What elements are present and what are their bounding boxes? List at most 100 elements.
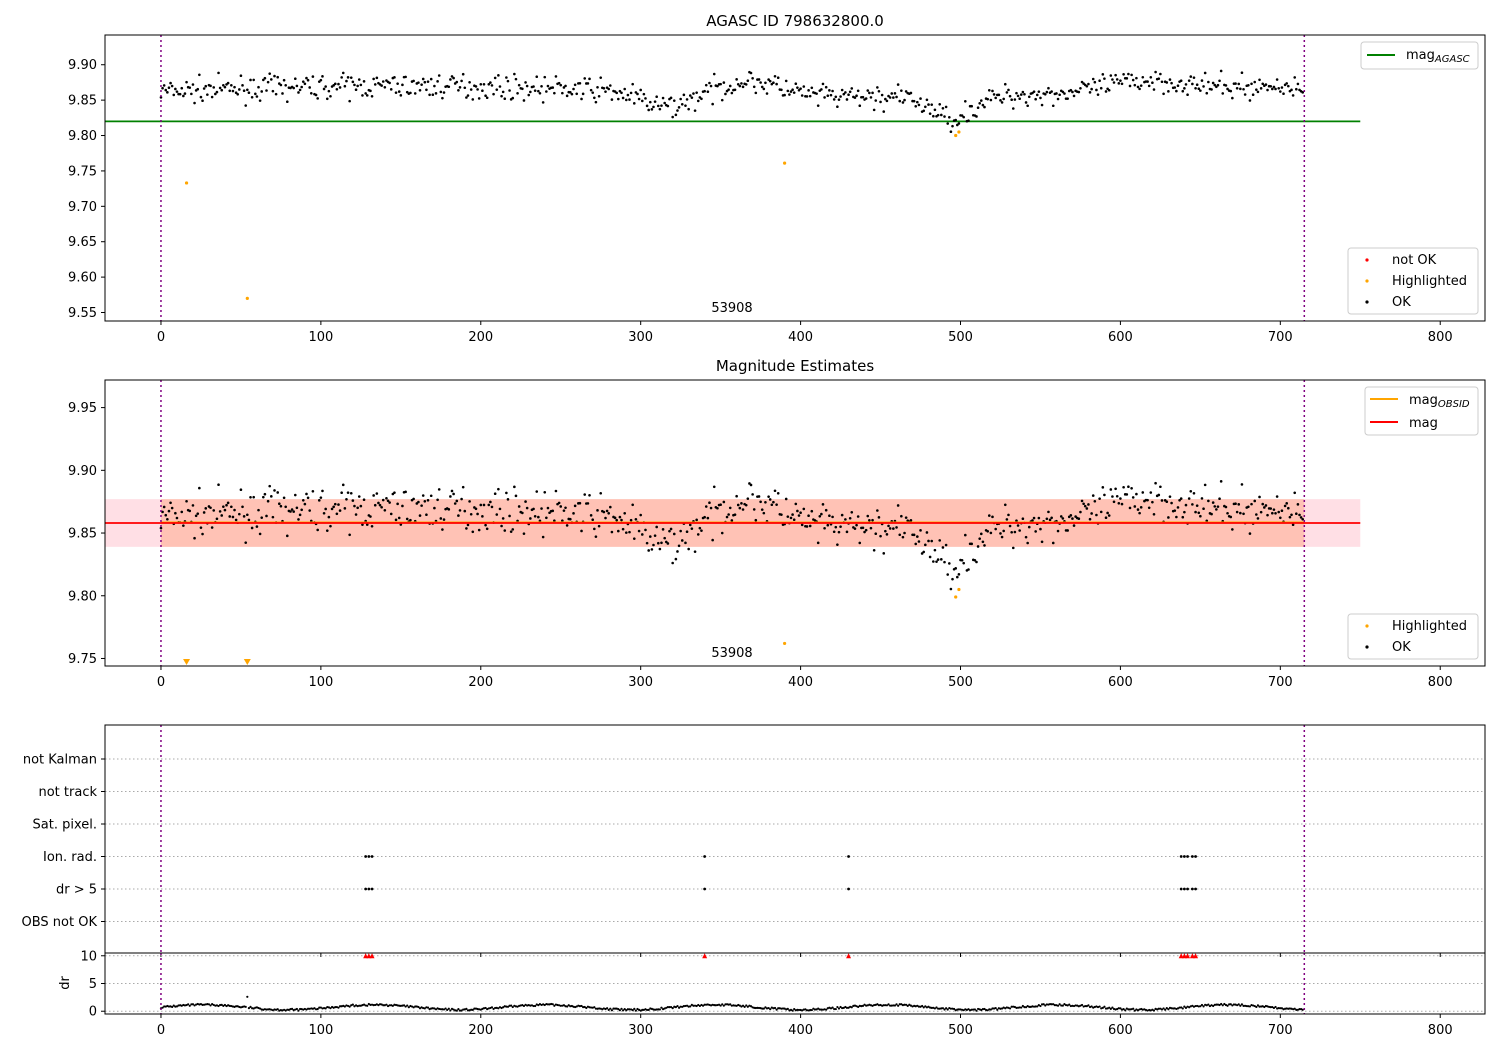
ok-point <box>938 539 942 542</box>
dr-point <box>1152 1009 1156 1012</box>
panel-estimates-legend-lines: magOBSID mag <box>1364 386 1479 436</box>
ok-point <box>762 511 766 515</box>
ok-point <box>359 83 363 87</box>
ok-point <box>1015 91 1018 95</box>
ok-point <box>696 533 700 536</box>
ok-point <box>230 83 233 87</box>
ok-point <box>1183 87 1186 90</box>
panel-agasc-ticks: 0 100 200 300 400 500 600 700 8009.559.609.659.7… <box>68 58 1453 345</box>
ok-point <box>1290 513 1293 517</box>
ok-point <box>824 85 828 89</box>
ok-point <box>343 84 347 88</box>
ok-point <box>1147 506 1151 510</box>
ok-point <box>580 97 583 101</box>
dr-point <box>1295 1008 1298 1011</box>
ok-point <box>752 508 756 511</box>
ok-point <box>674 557 678 561</box>
ok-point <box>744 503 748 507</box>
dr-point <box>1279 1007 1282 1010</box>
panel-agasc-title: AGASC ID 798632800.0 <box>706 12 884 30</box>
ok-point <box>1175 515 1178 519</box>
ok-point <box>720 98 724 102</box>
ok-point <box>823 526 826 530</box>
ok-point <box>477 528 481 532</box>
ok-point <box>738 506 742 510</box>
dr-point <box>617 1008 620 1011</box>
ok-point <box>709 506 713 510</box>
dr-point <box>618 1009 622 1012</box>
ok-point <box>962 115 966 119</box>
ok-point <box>1168 78 1172 81</box>
ok-point <box>527 93 531 97</box>
ok-point <box>964 99 967 103</box>
legend-label-highlighted: Highlighted <box>1392 274 1467 289</box>
ok-point <box>1239 511 1242 515</box>
ok-point <box>1130 73 1133 77</box>
ok-point <box>540 84 543 88</box>
ok-point <box>265 514 268 518</box>
dr-point <box>796 1008 799 1011</box>
ok-point <box>946 573 950 576</box>
ok-point <box>490 84 494 87</box>
ok-point <box>805 525 809 528</box>
x-tick-label: 700 <box>1268 1023 1293 1038</box>
ok-point <box>884 529 887 533</box>
dr-point <box>877 1004 881 1007</box>
dr-point <box>246 995 249 998</box>
ok-point <box>297 518 300 521</box>
ok-point <box>394 518 398 522</box>
ok-point <box>645 541 649 545</box>
ok-point <box>1187 79 1191 82</box>
dr-point <box>698 1004 701 1008</box>
ok-point <box>948 562 951 565</box>
dr-point <box>506 1005 510 1008</box>
ok-point <box>1272 508 1276 511</box>
dr-point <box>732 1004 735 1007</box>
ok-point <box>309 92 313 95</box>
ok-point <box>236 92 240 96</box>
ok-point <box>457 514 460 517</box>
ok-point <box>735 494 738 498</box>
ok-point <box>167 509 171 513</box>
ok-point <box>1099 510 1103 514</box>
ok-point <box>1258 78 1261 82</box>
ok-point <box>439 90 443 94</box>
dr-point <box>1212 1004 1215 1008</box>
ok-point <box>431 93 435 96</box>
ok-point <box>222 505 225 508</box>
ok-point <box>324 85 327 88</box>
ok-point <box>581 92 585 96</box>
ok-point <box>329 94 332 98</box>
dr-point <box>609 1007 612 1010</box>
ok-point <box>241 84 244 87</box>
ok-point <box>1203 71 1207 75</box>
ok-point <box>1024 535 1028 539</box>
ok-point <box>799 511 802 514</box>
ok-point <box>836 105 839 108</box>
ok-point <box>680 539 684 542</box>
ok-point <box>450 75 454 78</box>
dr-point <box>1180 1006 1183 1009</box>
ok-point <box>463 86 467 90</box>
ok-point <box>890 92 894 95</box>
y-tick-label: 9.85 <box>68 94 97 109</box>
ok-point <box>1111 495 1114 498</box>
ok-point <box>532 85 535 88</box>
ok-point <box>1079 510 1082 514</box>
ok-point <box>772 500 775 504</box>
panel-agasc-legend-points: not OK Highlighted OK <box>1347 247 1479 315</box>
ok-point <box>231 89 235 93</box>
ok-point <box>1200 497 1204 500</box>
ok-point <box>1104 516 1108 519</box>
dr-point <box>1042 1003 1045 1006</box>
ok-point <box>653 100 657 103</box>
ok-point <box>538 91 542 95</box>
ok-point <box>1101 73 1105 76</box>
ok-point <box>252 495 256 499</box>
ok-point <box>722 500 726 504</box>
dr-point <box>351 1003 354 1006</box>
ok-point <box>1023 92 1026 96</box>
dr-point <box>567 1004 570 1007</box>
ok-point <box>1109 74 1113 77</box>
ok-point <box>975 115 978 118</box>
